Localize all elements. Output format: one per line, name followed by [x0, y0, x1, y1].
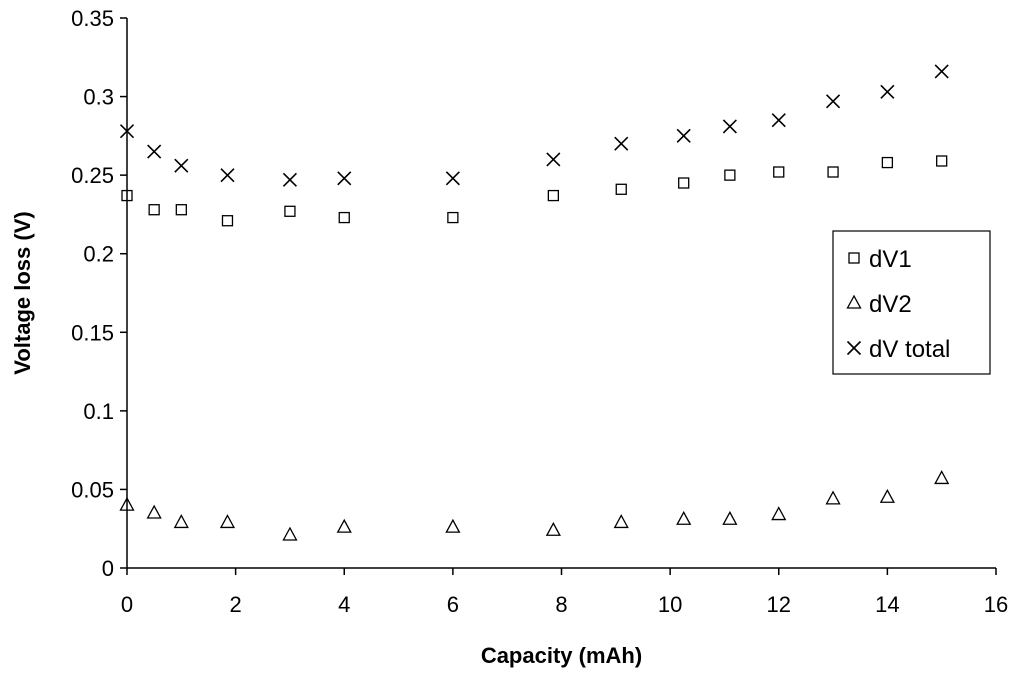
y-tick-label: 0.2	[83, 242, 114, 267]
data-point	[546, 152, 561, 167]
series-dv-total	[119, 64, 949, 187]
data-point	[221, 215, 234, 227]
data-point	[879, 488, 895, 503]
data-point	[827, 166, 839, 178]
data-point	[880, 84, 895, 99]
x-tick-label: 0	[121, 592, 133, 617]
data-point	[219, 514, 236, 529]
legend-label: dV total	[869, 336, 950, 363]
y-tick-label: 0.35	[71, 6, 114, 31]
data-point	[148, 204, 160, 216]
data-point	[547, 189, 560, 202]
x-tick-label: 14	[875, 592, 899, 617]
data-point	[825, 490, 841, 505]
data-point	[936, 155, 948, 167]
data-point	[722, 119, 737, 134]
x-tick-label: 12	[767, 592, 791, 617]
data-point	[282, 172, 298, 187]
data-point	[771, 113, 786, 128]
data-point	[545, 521, 561, 536]
x-tick-label: 8	[555, 592, 567, 617]
data-point	[771, 506, 787, 521]
data-point	[174, 158, 189, 173]
data-point	[934, 470, 950, 485]
data-points	[119, 64, 950, 541]
data-point	[676, 510, 692, 525]
y-tick-label: 0.1	[83, 399, 114, 424]
y-tick-label: 0.15	[71, 320, 114, 345]
data-point	[445, 518, 461, 533]
data-point	[678, 177, 690, 189]
data-point	[282, 526, 298, 541]
data-point	[881, 156, 894, 169]
series-dv1	[121, 155, 948, 227]
data-point	[119, 496, 135, 511]
data-point	[613, 514, 629, 529]
data-point	[676, 128, 691, 143]
legend-label: dV2	[869, 291, 912, 318]
y-tick-label: 0.3	[83, 85, 114, 110]
data-point	[173, 514, 189, 529]
data-point	[146, 504, 162, 519]
data-point	[722, 510, 738, 525]
data-point	[445, 171, 460, 186]
data-point	[615, 183, 627, 195]
data-point	[338, 211, 350, 224]
y-tick-label: 0.05	[71, 477, 114, 502]
data-point	[175, 204, 187, 216]
x-tick-label: 10	[658, 592, 682, 617]
x-tick-label: 2	[230, 592, 242, 617]
x-axis-title: Capacity (mAh)	[481, 643, 642, 668]
x-tick-label: 6	[447, 592, 459, 617]
y-tick-label: 0	[102, 556, 114, 581]
legend-marker	[846, 294, 862, 309]
data-point	[284, 205, 296, 217]
legend-items: dV1 dV2 dV total	[846, 246, 950, 363]
series-dv2	[119, 470, 950, 541]
y-tick-label: 0.25	[71, 163, 114, 188]
data-point	[825, 94, 841, 109]
data-point	[119, 124, 135, 139]
y-axis-ticks: 0 0.05 0.1 0.15 0.2 0.25 0.3 0.35	[71, 6, 127, 581]
legend-marker	[848, 252, 860, 264]
legend: dV1 dV2 dV total	[832, 230, 991, 375]
x-tick-label: 4	[338, 592, 350, 617]
plot-area: 0 2 4 6 8 10 12 14 16 0 0.05 0.1 0.15 0.2 0.25 0.3 0.35	[71, 6, 1008, 617]
x-tick-label: 16	[984, 592, 1008, 617]
y-axis-title: Voltage loss (V)	[10, 211, 35, 374]
data-point	[773, 166, 785, 178]
data-point	[447, 211, 459, 224]
data-point	[336, 518, 352, 533]
legend-label: dV1	[869, 246, 912, 273]
data-point	[121, 189, 133, 202]
x-axis-ticks: 0 2 4 6 8 10 12 14 16	[121, 568, 1008, 617]
legend-marker	[846, 340, 862, 356]
data-point	[614, 136, 629, 151]
data-point	[934, 64, 949, 79]
data-point	[337, 171, 352, 186]
data-point	[724, 169, 736, 181]
data-point	[147, 144, 162, 159]
data-point	[220, 168, 235, 183]
